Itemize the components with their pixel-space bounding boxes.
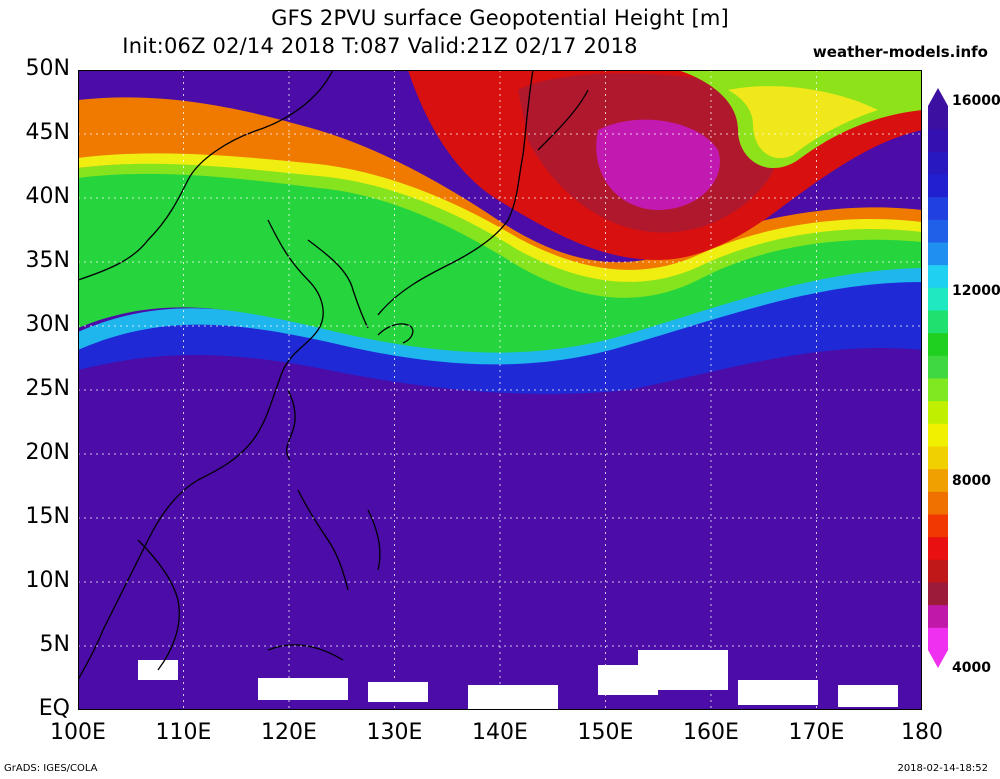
lat-label: 50N [25, 56, 70, 81]
lon-label: 110E [155, 720, 212, 745]
chart-title: GFS 2PVU surface Geopotential Height [m] [271, 6, 729, 30]
site-credit: weather-models.info [812, 43, 988, 61]
colorbar-cell [928, 446, 948, 470]
colorbar-cell [928, 310, 948, 334]
colorbar-label: 12000 [952, 283, 1000, 299]
colorbar-label: 4000 [952, 660, 991, 676]
coastlines [78, 70, 589, 681]
colorbar-cell [928, 355, 948, 379]
lat-label: 30N [25, 312, 70, 337]
lat-label: 15N [25, 504, 70, 529]
colorbar-cell [928, 378, 948, 402]
lon-label: 150E [577, 720, 634, 745]
light-green-band [78, 163, 922, 298]
colorbar-bottom-arrow [928, 650, 948, 668]
colorbar-cell [928, 604, 948, 628]
lon-label: 130E [366, 720, 423, 745]
colorbar-cell [928, 106, 948, 130]
lat-label: 25N [25, 376, 70, 401]
colorbar-cell [928, 287, 948, 311]
colorbar-cell [928, 332, 948, 356]
swirl-yellow [728, 86, 878, 159]
lat-label: 40N [25, 184, 70, 209]
lat-label: 35N [25, 248, 70, 273]
lon-label: 120E [261, 720, 317, 745]
colorbar-cell [928, 128, 948, 152]
lon-label: 160E [683, 720, 739, 745]
colorbar-top-arrow [928, 88, 948, 106]
magenta-core [596, 119, 720, 210]
map-frame [78, 70, 922, 710]
footer-credit: GrADS: IGES/COLA [4, 763, 98, 774]
colorbar-label: 16000 [952, 93, 1000, 109]
lat-label: EQ [38, 696, 70, 721]
lat-label: 20N [25, 440, 70, 465]
map-panel [78, 70, 922, 710]
colorbar-cell [928, 468, 948, 492]
lon-gridlines [183, 70, 817, 710]
chart-subtitle: Init:06Z 02/14 2018 T:087 Valid:21Z 02/1… [122, 34, 638, 58]
lon-label: 140E [472, 720, 528, 745]
colorbar-cell [928, 582, 948, 606]
geopotential-map [78, 70, 922, 710]
colorbar-cell [928, 400, 948, 424]
colorbar-cell [928, 491, 948, 515]
colorbar-label: 8000 [952, 473, 991, 489]
lon-label: 180 [901, 720, 943, 745]
colorbar-cell [928, 174, 948, 198]
colorbar-cell [928, 627, 948, 651]
footer-timestamp: 2018-02-14-18:52 [897, 763, 988, 774]
colorbar-cell [928, 219, 948, 243]
colorbar-cell [928, 423, 948, 447]
colorbar-cell [928, 196, 948, 220]
colorbar [928, 88, 948, 668]
colorbar-cell [928, 151, 948, 175]
colorbar-cell [928, 536, 948, 560]
orange-band [78, 97, 922, 270]
colorbar-cell [928, 242, 948, 266]
lat-label: 45N [25, 120, 70, 145]
lon-label: 100E [50, 720, 106, 745]
colorbar-cell [928, 264, 948, 288]
lon-label: 170E [788, 720, 845, 745]
colorbar-cell [928, 514, 948, 538]
lat-label: 5N [39, 632, 70, 657]
colorbar-cell [928, 559, 948, 583]
colorbar-cells [928, 106, 948, 651]
lat-label: 10N [25, 568, 70, 593]
